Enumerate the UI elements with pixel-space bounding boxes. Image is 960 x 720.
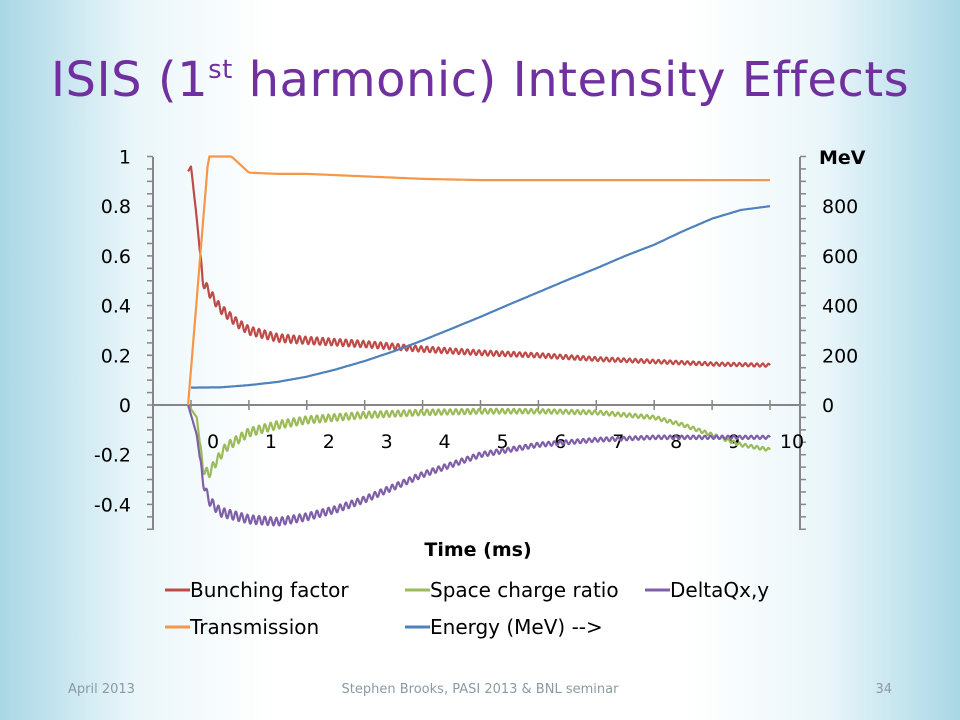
right-tick-label: 200 <box>822 345 858 367</box>
slide-title: ISIS (1st harmonic) Intensity Effects <box>0 56 960 104</box>
legend-label: Energy (MeV) --> <box>430 615 603 639</box>
series-bunching-factor-line <box>187 165 771 368</box>
series-energy-mev-line <box>191 205 771 389</box>
x-tick-label: 2 <box>323 431 335 453</box>
left-tick-label: 1 <box>119 147 131 169</box>
right-tick-label: 0 <box>822 395 834 417</box>
left-tick-label: 0.4 <box>101 296 131 318</box>
x-axis-title: Time (ms) <box>424 539 531 561</box>
right-axis-title: MeV <box>819 147 866 169</box>
left-tick-label: 0.2 <box>101 345 131 367</box>
legend-label: Space charge ratio <box>430 578 619 602</box>
series-space-charge-ratio-line <box>187 404 771 479</box>
x-tick-label: 8 <box>670 431 682 453</box>
legend-label: Bunching factor <box>190 578 349 602</box>
right-tick-label: 800 <box>822 196 858 218</box>
left-tick-label: -0.2 <box>94 445 131 467</box>
legend-label: Transmission <box>189 615 319 639</box>
legend-layer: Bunching factor Space charge ratio DeltaQx… <box>165 578 769 639</box>
footer-presenter: Stephen Brooks, PASI 2013 & BNL seminar <box>341 682 619 697</box>
left-tick-label: 0 <box>119 395 131 417</box>
x-tick-label: 0 <box>207 431 219 453</box>
slide-title-main: ISIS (1 <box>50 52 209 108</box>
x-tick-label: 5 <box>496 431 508 453</box>
x-tick-label: 1 <box>265 431 277 453</box>
series-layer <box>187 155 771 527</box>
left-tick-label: -0.4 <box>94 494 131 516</box>
right-tick-label: 400 <box>822 296 858 318</box>
left-tick-label: 0.6 <box>101 246 131 268</box>
series-transmission-line <box>187 155 770 406</box>
legend-label: DeltaQx,y <box>670 578 769 602</box>
left-tick-label: 0.8 <box>101 196 131 218</box>
footer-date: April 2013 <box>68 682 135 697</box>
slide-title-rest: harmonic) Intensity Effects <box>232 52 910 108</box>
x-tick-label: 7 <box>612 431 624 453</box>
x-tick-label: 10 <box>780 431 804 453</box>
x-tick-label: 4 <box>439 431 451 453</box>
right-tick-label: 600 <box>822 246 858 268</box>
page-number: 34 <box>875 682 892 697</box>
x-tick-label: 3 <box>381 431 393 453</box>
slide-title-superscript: st <box>208 55 233 85</box>
series-deltaqx-y-line <box>187 404 771 527</box>
